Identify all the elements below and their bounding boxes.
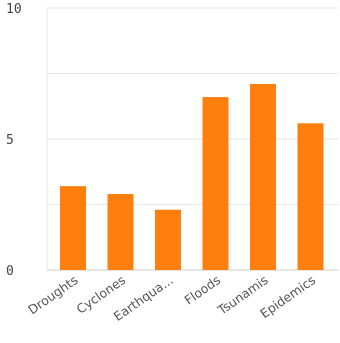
bar-floods [202, 97, 229, 270]
y-axis-ticks: 0 5 10 [6, 2, 22, 279]
gridlines [46, 7, 338, 271]
x-tick-label: Droughts [25, 272, 81, 317]
bar-epidemics [297, 123, 324, 270]
y-tick-label: 0 [6, 264, 14, 279]
bar-cyclones [107, 194, 134, 270]
bar-earthqua [155, 209, 181, 270]
bar-tsunamis [250, 83, 276, 270]
x-tick-label: Floods [182, 272, 224, 307]
y-tick-label: 10 [6, 2, 22, 17]
y-tick-label: 5 [6, 133, 14, 148]
bars [60, 83, 324, 270]
bar-droughts [60, 186, 86, 270]
